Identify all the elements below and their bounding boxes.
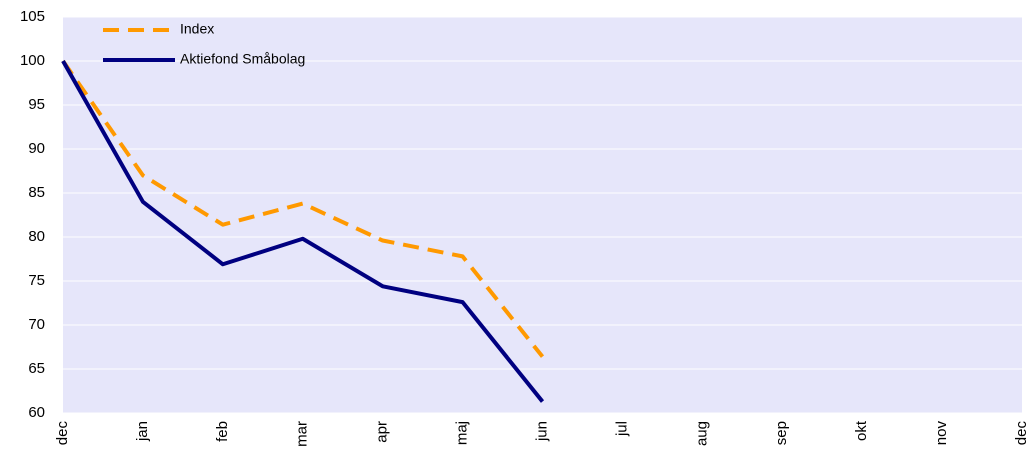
x-tick-label: jun bbox=[533, 421, 550, 442]
x-tick-label: maj bbox=[454, 421, 471, 445]
x-tick-label: dec bbox=[54, 421, 71, 446]
x-tick-label: jul bbox=[613, 421, 630, 437]
plot-area: 60 65 70 75 80 85 90 95 100 105 dec jan feb mar apr maj… bbox=[20, 8, 1030, 447]
x-tick-label: apr bbox=[374, 421, 391, 443]
legend: Index Aktiefond Småbolag bbox=[103, 21, 305, 67]
x-tick-label: feb bbox=[214, 421, 231, 442]
x-tick-label: jan bbox=[134, 421, 151, 442]
y-tick-label: 85 bbox=[28, 184, 45, 201]
y-tick-label: 105 bbox=[20, 8, 45, 25]
legend-label: Index bbox=[180, 21, 214, 37]
x-tick-label: dec bbox=[1013, 421, 1030, 446]
legend-label: Aktiefond Småbolag bbox=[180, 51, 305, 67]
y-tick-label: 75 bbox=[28, 272, 45, 289]
x-tick-label: nov bbox=[933, 421, 950, 446]
y-tick-label: 100 bbox=[20, 52, 45, 69]
y-tick-label: 65 bbox=[28, 360, 45, 377]
y-tick-label: 70 bbox=[28, 316, 45, 333]
x-tick-label: aug bbox=[693, 421, 710, 446]
y-tick-label: 60 bbox=[28, 404, 45, 421]
x-tick-label: okt bbox=[853, 420, 870, 441]
x-tick-label: mar bbox=[294, 421, 311, 447]
series-line bbox=[61, 60, 545, 403]
series-line bbox=[61, 59, 545, 358]
x-tick-label: sep bbox=[773, 421, 790, 445]
y-tick-label: 95 bbox=[28, 96, 45, 113]
plot-background bbox=[63, 17, 1022, 413]
y-tick-label: 80 bbox=[28, 228, 45, 245]
y-tick-label: 90 bbox=[28, 140, 45, 157]
